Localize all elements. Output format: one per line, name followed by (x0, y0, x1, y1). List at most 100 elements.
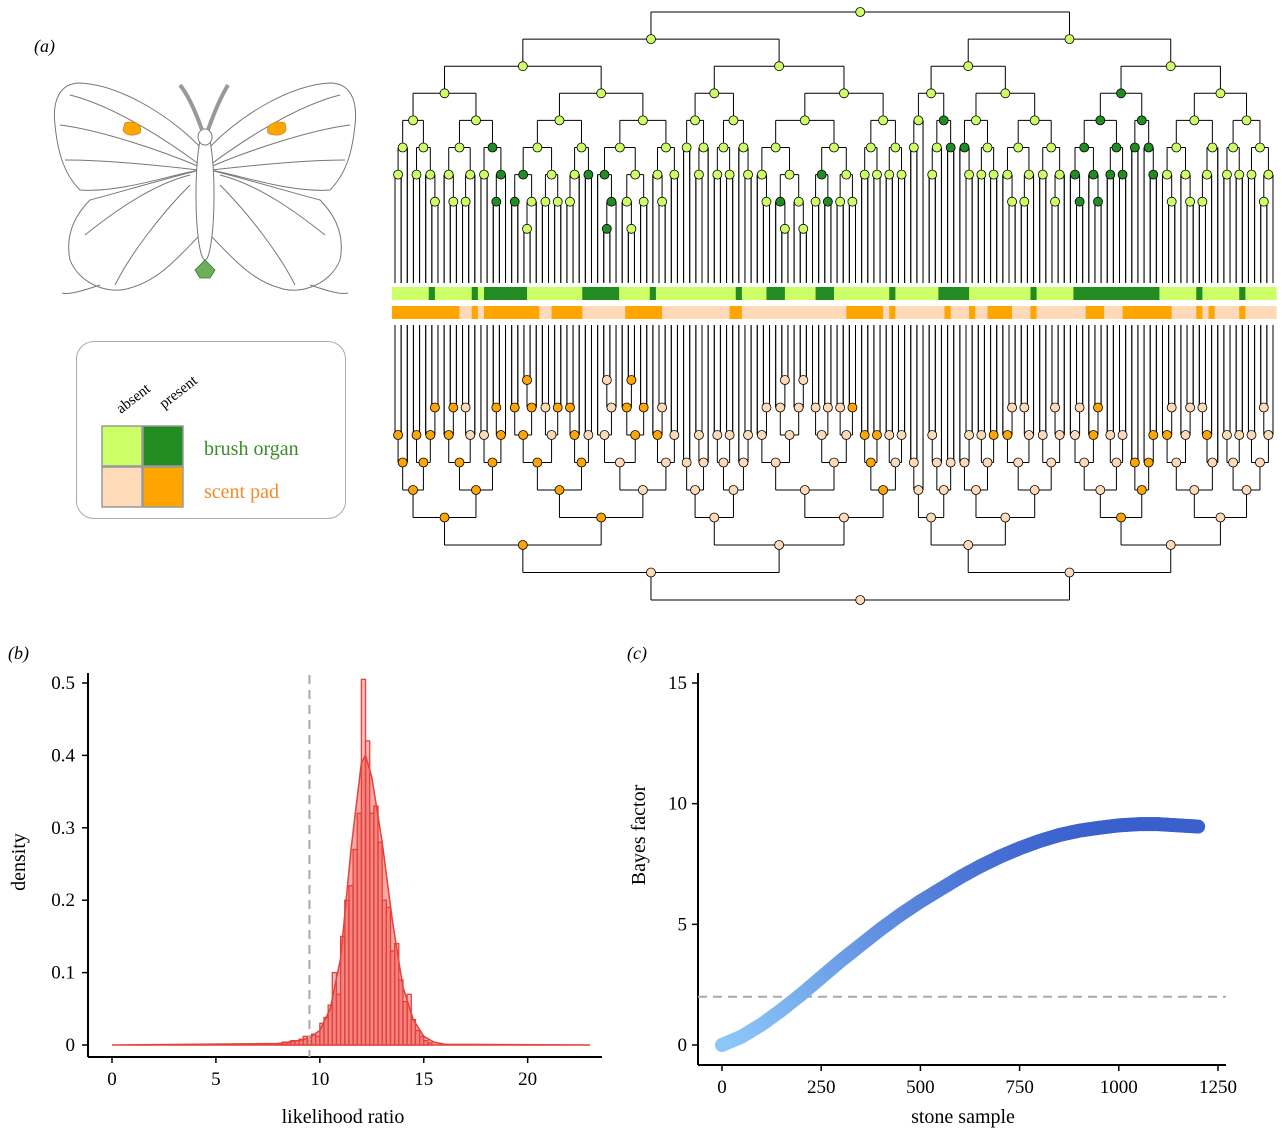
ancestral-state-node (1246, 430, 1257, 440)
scent-tip-cell (1226, 306, 1234, 319)
ancestral-state-node (728, 115, 739, 126)
legend-box (76, 341, 346, 519)
ancestral-state-node (1046, 457, 1057, 468)
ancestral-state-node (1002, 430, 1013, 440)
panel-a-label: (a) (34, 36, 55, 56)
ancestral-state-node (393, 169, 403, 180)
ancestral-state-node (1117, 169, 1128, 180)
brush-tip-cell (784, 287, 792, 300)
brush-tip-cell (459, 287, 467, 300)
brush-tip-cell (987, 287, 995, 300)
brush-tip-cell (809, 287, 817, 300)
brush-tip-cell (858, 287, 866, 300)
scent-tip-cell (422, 306, 430, 319)
brush-tip-cell (1030, 287, 1038, 300)
ancestral-state-node (554, 115, 565, 126)
ancestral-state-node (681, 142, 692, 153)
legend: absent present brush organ scent pad (101, 372, 299, 508)
scent-tip-cell (643, 306, 651, 319)
ancestral-state-node (630, 169, 641, 180)
ancestral-state-node (1074, 402, 1085, 413)
brush-tip-cell (919, 287, 927, 300)
scent-tip-cell (1116, 306, 1124, 319)
brush-tip-cell (846, 287, 854, 300)
b-x-axis-label: likelihood ratio (282, 1106, 405, 1128)
brush-tip-cell (1036, 287, 1044, 300)
ancestral-state-node (465, 430, 476, 440)
ancestral-state-node (761, 196, 772, 207)
ancestral-state-node (1079, 142, 1090, 153)
b-y-tick-label: 0.5 (51, 673, 75, 694)
ancestral-state-node (576, 457, 587, 468)
ancestral-state-node (884, 430, 895, 440)
ancestral-state-node (835, 402, 846, 413)
ancestral-state-node (1189, 115, 1200, 126)
brush-tip-cell (508, 287, 516, 300)
ancestral-state-node (841, 430, 852, 440)
scent-tip-cell (533, 306, 540, 319)
c-x-tick-label: 250 (807, 1077, 836, 1098)
ancestral-state-node (601, 375, 612, 385)
b-y-tick-label: 0 (66, 1035, 76, 1056)
scent-tip-cell (649, 306, 657, 319)
scent-tip-cell (1202, 306, 1210, 319)
ancestral-state-node (626, 375, 637, 385)
ancestral-state-node (460, 402, 471, 413)
scent-tip-cell (858, 306, 866, 319)
brush-tip-cell (612, 287, 620, 300)
brush-tip-cell (391, 287, 399, 300)
scent-tip-cell (950, 306, 958, 319)
b-x-tick-label: 10 (310, 1069, 329, 1090)
scent-tip-cell (1005, 306, 1013, 319)
ancestral-state-node (614, 142, 625, 153)
swatch-scent-present (142, 466, 184, 508)
ancestral-state-node (784, 430, 795, 440)
c-y-tick-label: 5 (678, 914, 688, 935)
scent-tip-cell (1233, 306, 1240, 319)
ancestral-state-node (1116, 88, 1126, 99)
ancestral-state-node (637, 115, 648, 126)
brush-tip-cell (1116, 287, 1124, 300)
ancestral-state-node (657, 196, 667, 207)
scent-tip-cell (1140, 306, 1148, 319)
bayes-factor-point (1191, 819, 1206, 834)
ancestral-state-node (1228, 457, 1238, 468)
scent-tip-cell (619, 306, 626, 319)
ancestral-state-node (964, 169, 974, 180)
ancestral-state-node (931, 457, 942, 468)
scent-tip-cell (686, 306, 694, 319)
ancestral-state-node (896, 430, 907, 440)
ancestral-state-node (756, 169, 767, 180)
legend-brush-organ-label: brush organ (204, 438, 299, 460)
brush-tip-cell (840, 287, 847, 300)
scent-tip-cell (1251, 306, 1259, 319)
scent-tip-cell (926, 306, 933, 319)
ancestral-state-node (439, 512, 450, 523)
brush-tip-cell (471, 287, 479, 300)
c-x-tick-label: 1000 (1100, 1077, 1138, 1098)
brush-tip-cell (778, 287, 786, 300)
brush-tip-cell (404, 287, 411, 300)
brush-tip-cell (748, 287, 755, 300)
scent-tip-cell (956, 306, 964, 319)
brush-tip-cell (680, 287, 688, 300)
ancestral-state-node (1129, 142, 1140, 153)
scent-tip-cell (662, 306, 669, 319)
brush-tip-cell (539, 287, 547, 300)
brush-tip-cell (926, 287, 933, 300)
scent-tip-cell (692, 306, 700, 319)
scent-tip-cell (729, 306, 737, 319)
scent-tip-cell (428, 306, 436, 319)
scent-tip-cell (791, 306, 798, 319)
brush-tip-cell (1190, 287, 1197, 300)
ancestral-state-node (1093, 402, 1103, 413)
ancestral-state-node (526, 402, 537, 413)
brush-tip-cell (1233, 287, 1240, 300)
brush-tip-cell (705, 287, 712, 300)
ancestral-state-node (397, 142, 408, 153)
ancestral-state-node (1064, 34, 1075, 44)
scent-tip-cell (588, 306, 596, 319)
ancestral-state-node (439, 88, 450, 99)
scent-tip-cell (766, 306, 774, 319)
ancestral-state-node (859, 169, 870, 180)
